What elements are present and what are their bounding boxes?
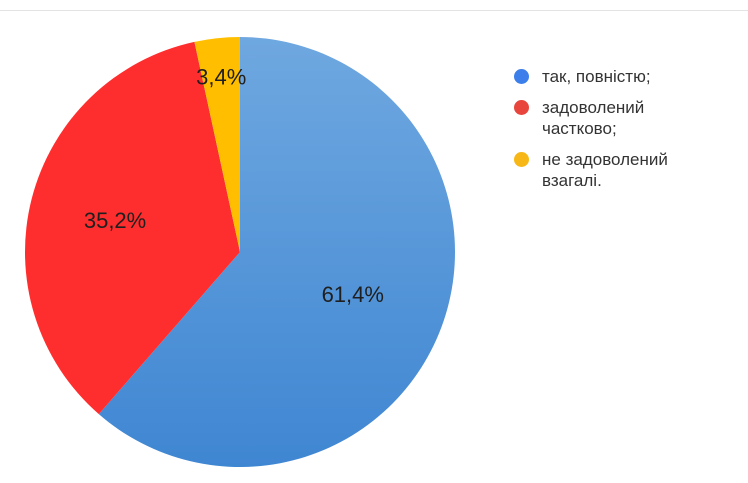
legend-dot-blue bbox=[514, 69, 529, 84]
legend-label: не задоволений взагалі. bbox=[542, 150, 668, 190]
slice-value-label: 3,4% bbox=[196, 65, 246, 90]
pie-slices bbox=[25, 37, 456, 467]
pie-slice bbox=[25, 41, 240, 415]
slice-value-label: 35,2% bbox=[84, 208, 146, 233]
slice-value-label: 61,4% bbox=[322, 282, 384, 307]
legend-item-not-at-all: не задоволений взагалі. bbox=[514, 149, 744, 191]
pie-slice bbox=[98, 37, 456, 467]
legend-label: задоволений частково; bbox=[542, 98, 645, 138]
pie-slice bbox=[194, 37, 240, 252]
legend-label: так, повністю; bbox=[542, 67, 651, 86]
legend-item-partially: задоволений частково; bbox=[514, 97, 744, 139]
top-divider bbox=[0, 10, 748, 11]
pie-labels: 61,4% 35,2% 3,4% bbox=[84, 65, 384, 307]
pie-chart: 61,4% 35,2% 3,4% bbox=[25, 37, 456, 467]
legend-dot-red bbox=[514, 100, 529, 115]
legend: так, повністю; задоволений частково; не … bbox=[514, 66, 744, 201]
legend-item-fully: так, повністю; bbox=[514, 66, 744, 87]
legend-dot-yellow bbox=[514, 152, 529, 167]
